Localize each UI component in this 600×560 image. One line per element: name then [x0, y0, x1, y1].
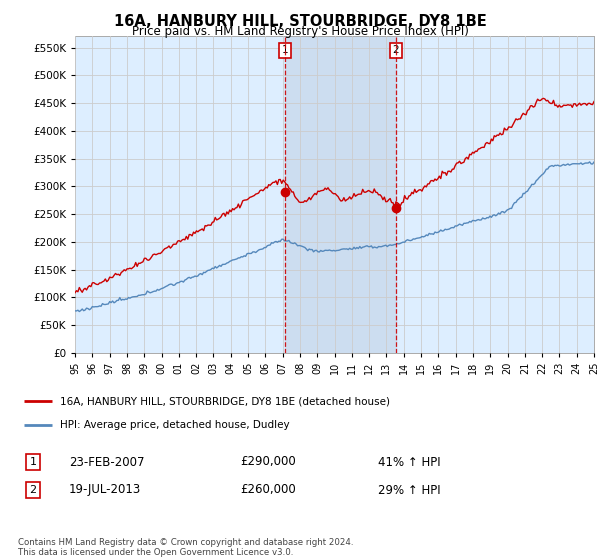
- Text: Price paid vs. HM Land Registry's House Price Index (HPI): Price paid vs. HM Land Registry's House …: [131, 25, 469, 38]
- Text: 1: 1: [282, 45, 289, 55]
- Bar: [285, 36, 396, 353]
- Text: 2: 2: [392, 45, 399, 55]
- Text: 29% ↑ HPI: 29% ↑ HPI: [378, 483, 440, 497]
- Text: HPI: Average price, detached house, Dudley: HPI: Average price, detached house, Dudl…: [60, 419, 290, 430]
- Text: £260,000: £260,000: [240, 483, 296, 497]
- Text: 16A, HANBURY HILL, STOURBRIDGE, DY8 1BE: 16A, HANBURY HILL, STOURBRIDGE, DY8 1BE: [113, 14, 487, 29]
- Text: 19-JUL-2013: 19-JUL-2013: [69, 483, 141, 497]
- Text: Contains HM Land Registry data © Crown copyright and database right 2024.
This d: Contains HM Land Registry data © Crown c…: [18, 538, 353, 557]
- Text: 2: 2: [29, 485, 37, 495]
- Text: 16A, HANBURY HILL, STOURBRIDGE, DY8 1BE (detached house): 16A, HANBURY HILL, STOURBRIDGE, DY8 1BE …: [60, 396, 391, 407]
- Text: £290,000: £290,000: [240, 455, 296, 469]
- Text: 41% ↑ HPI: 41% ↑ HPI: [378, 455, 440, 469]
- Text: 1: 1: [29, 457, 37, 467]
- Text: 23-FEB-2007: 23-FEB-2007: [69, 455, 145, 469]
